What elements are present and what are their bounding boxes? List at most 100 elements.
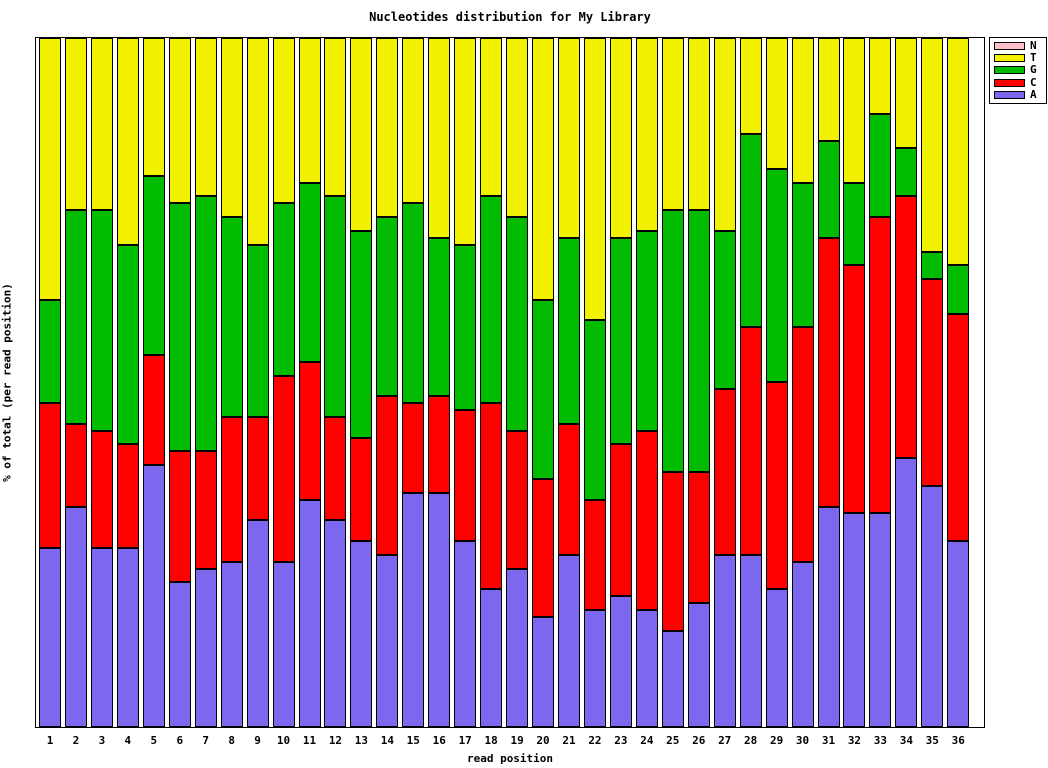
- x-tick-label-20: 20: [536, 734, 550, 747]
- bar-segment-G: [168, 203, 191, 452]
- bar-segment-G: [532, 299, 555, 479]
- bar-segment-T: [661, 38, 684, 211]
- bar-segment-A: [480, 589, 503, 727]
- plot-area: [35, 37, 985, 728]
- bar-segment-C: [39, 403, 61, 548]
- bar-segment-C: [480, 403, 503, 590]
- bar-segment-A: [246, 520, 269, 727]
- stacked-bar-position-29: [765, 38, 788, 727]
- x-tick-label-17: 17: [458, 734, 472, 747]
- bar-segment-T: [635, 38, 658, 231]
- x-tick-label-10: 10: [276, 734, 291, 747]
- x-tick-label-34: 34: [899, 734, 913, 747]
- x-tick-label-28: 28: [744, 734, 758, 747]
- bar-segment-A: [454, 540, 477, 727]
- bar-segment-C: [558, 423, 580, 555]
- bar-segment-T: [558, 38, 580, 238]
- bar-segment-T: [921, 38, 944, 252]
- x-tick-label-19: 19: [510, 734, 524, 747]
- bar-segment-C: [869, 217, 892, 514]
- bar-segment-G: [921, 251, 944, 280]
- stacked-bar-position-1: [39, 38, 61, 727]
- stacked-bar-position-26: [687, 38, 710, 727]
- stacked-bar-position-17: [454, 38, 477, 727]
- x-tick-label-5: 5: [150, 734, 158, 747]
- bar-segment-G: [506, 217, 529, 431]
- y-axis-label: % of total (per read position): [0, 283, 14, 482]
- bar-segment-G: [609, 237, 632, 445]
- bar-segment-C: [791, 327, 814, 562]
- bar-segment-T: [506, 38, 529, 218]
- bar-segment-A: [765, 589, 788, 727]
- x-axis-ticks: 1 2 3 4 5 6 7 8 9 10 11 12 13 14 15 16 17 18 19 20 21 22 23 24 2…: [0, 734, 1048, 748]
- bar-segment-C: [376, 396, 399, 555]
- bar-segment-A: [506, 568, 529, 727]
- bar-segment-T: [609, 38, 632, 238]
- stacked-bar-position-9: [246, 38, 269, 727]
- bar-segment-C: [843, 265, 866, 514]
- stacked-bar-position-20: [532, 38, 555, 727]
- stacked-bar-position-18: [480, 38, 503, 727]
- stacked-bar-position-15: [402, 38, 425, 727]
- bar-segment-G: [635, 230, 658, 431]
- x-tick-label-16: 16: [432, 734, 446, 747]
- legend-label: A: [1030, 87, 1037, 101]
- bar-segment-C: [272, 375, 295, 562]
- bar-segment-G: [428, 237, 451, 397]
- bar-segment-G: [947, 265, 970, 314]
- bar-segment-C: [246, 416, 269, 521]
- stacked-bar-position-2: [64, 38, 87, 727]
- x-tick-label-3: 3: [98, 734, 106, 747]
- bar-segment-A: [428, 492, 451, 727]
- bar-segment-T: [947, 38, 970, 266]
- stacked-bar-position-35: [921, 38, 944, 727]
- bar-segment-T: [895, 38, 918, 149]
- bar-segment-T: [194, 38, 217, 197]
- bar-segment-C: [739, 327, 762, 555]
- x-tick-label-26: 26: [692, 734, 706, 747]
- x-tick-label-18: 18: [484, 734, 498, 747]
- bar-segment-G: [246, 244, 269, 417]
- bar-segment-C: [583, 499, 606, 610]
- bar-segment-C: [298, 361, 321, 500]
- bar-segment-T: [791, 38, 814, 183]
- stacked-bar-position-6: [168, 38, 191, 727]
- x-tick-label-31: 31: [821, 734, 836, 747]
- bar-segment-T: [142, 38, 165, 176]
- legend-item-N: N: [994, 40, 1046, 52]
- bar-segment-A: [947, 540, 970, 727]
- bar-segment-A: [817, 506, 840, 727]
- bar-segment-C: [947, 313, 970, 541]
- legend-item-G: G: [994, 64, 1046, 76]
- bar-segment-T: [168, 38, 191, 204]
- bar-segment-A: [791, 561, 814, 727]
- bar-segment-A: [532, 616, 555, 727]
- bar-segment-G: [843, 182, 866, 266]
- bar-segment-C: [661, 472, 684, 631]
- bar-segment-G: [39, 299, 61, 404]
- bar-segment-G: [272, 203, 295, 376]
- bar-segment-T: [298, 38, 321, 183]
- bar-segment-G: [480, 196, 503, 404]
- bar-segment-G: [869, 113, 892, 218]
- bar-segment-G: [64, 210, 87, 424]
- stacked-bar-position-34: [895, 38, 918, 727]
- x-tick-label-2: 2: [72, 734, 80, 747]
- stacked-bar-position-25: [661, 38, 684, 727]
- bar-segment-A: [350, 540, 373, 727]
- bars-layer: [36, 38, 984, 727]
- bar-segment-T: [687, 38, 710, 211]
- bar-segment-G: [687, 210, 710, 473]
- stacked-bar-position-16: [428, 38, 451, 727]
- bar-segment-G: [791, 182, 814, 328]
- stacked-bar-position-19: [506, 38, 529, 727]
- bar-segment-C: [609, 444, 632, 597]
- bar-segment-C: [687, 472, 710, 603]
- legend-swatch-N: [994, 42, 1025, 51]
- bar-segment-A: [739, 554, 762, 727]
- legend-item-T: T: [994, 52, 1046, 64]
- bar-segment-A: [921, 485, 944, 727]
- x-tick-label-30: 30: [795, 734, 810, 747]
- legend-swatch-C: [994, 78, 1025, 87]
- bar-segment-G: [765, 168, 788, 383]
